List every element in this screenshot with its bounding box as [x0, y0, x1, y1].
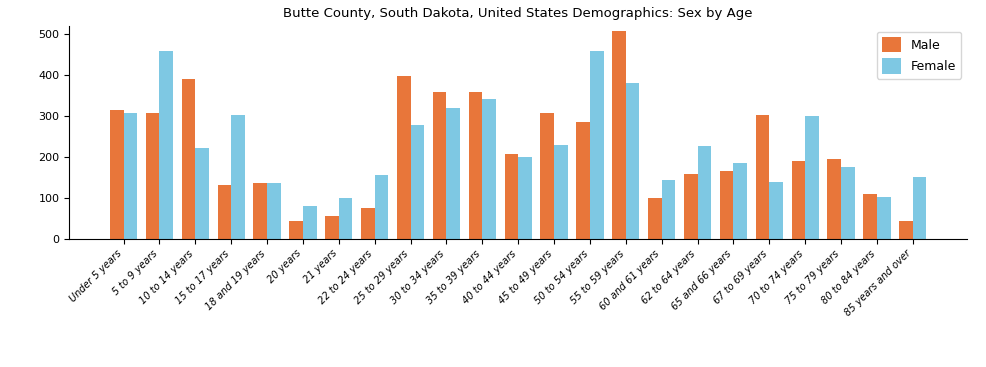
Bar: [289, 221, 303, 239]
Bar: [518, 157, 531, 239]
Legend: Male, Female: Male, Female: [876, 32, 960, 79]
Bar: [504, 154, 518, 239]
Bar: [840, 167, 854, 239]
Bar: [719, 171, 733, 239]
Bar: [446, 108, 459, 239]
Bar: [160, 51, 173, 239]
Bar: [540, 113, 553, 239]
Bar: [217, 185, 231, 239]
Bar: [267, 183, 280, 239]
Bar: [338, 199, 352, 239]
Bar: [432, 92, 446, 239]
Bar: [576, 122, 590, 239]
Bar: [648, 197, 661, 239]
Bar: [683, 174, 697, 239]
Title: Butte County, South Dakota, United States Demographics: Sex by Age: Butte County, South Dakota, United State…: [283, 7, 752, 20]
Bar: [361, 208, 375, 239]
Bar: [755, 115, 768, 239]
Bar: [468, 92, 482, 239]
Bar: [805, 116, 818, 239]
Bar: [396, 76, 410, 239]
Bar: [912, 177, 926, 239]
Bar: [590, 51, 603, 239]
Bar: [146, 113, 160, 239]
Bar: [109, 110, 123, 239]
Bar: [195, 148, 209, 239]
Bar: [733, 163, 746, 239]
Bar: [661, 180, 674, 239]
Bar: [303, 206, 317, 239]
Bar: [697, 146, 711, 239]
Bar: [375, 175, 387, 239]
Bar: [898, 221, 912, 239]
Bar: [324, 216, 338, 239]
Bar: [863, 195, 876, 239]
Bar: [123, 113, 137, 239]
Bar: [482, 99, 495, 239]
Bar: [611, 31, 625, 239]
Bar: [410, 125, 424, 239]
Bar: [791, 161, 805, 239]
Bar: [231, 115, 245, 239]
Bar: [768, 182, 782, 239]
Bar: [876, 197, 889, 239]
Bar: [625, 83, 639, 239]
Bar: [181, 79, 195, 239]
Bar: [553, 145, 567, 239]
Bar: [253, 183, 267, 239]
Bar: [826, 159, 840, 239]
